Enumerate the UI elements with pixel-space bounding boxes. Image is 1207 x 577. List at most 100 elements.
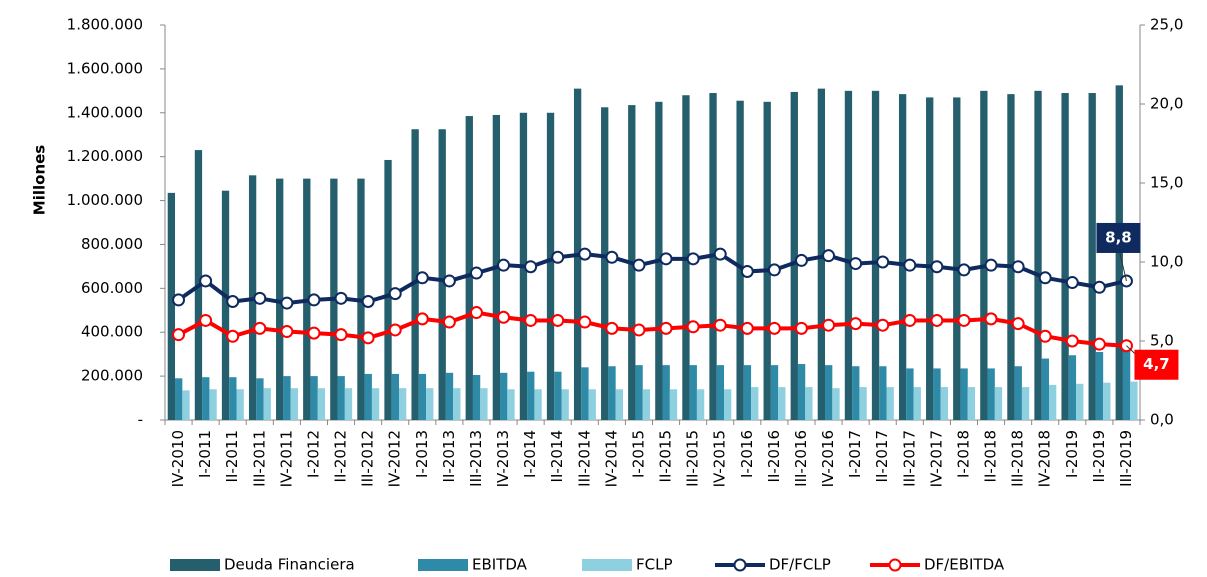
bar	[399, 388, 407, 420]
x-tick-label: IV-2012	[386, 430, 404, 487]
x-tick-label: IV-2013	[494, 430, 512, 487]
x-tick-label: IV-2016	[819, 430, 837, 487]
marker	[578, 247, 592, 261]
bar	[527, 371, 535, 420]
y-axis-title: Millones	[31, 145, 49, 216]
marker	[280, 296, 294, 310]
x-tick-label: IV-2018	[1036, 430, 1054, 487]
bar	[175, 378, 183, 420]
bar	[960, 368, 968, 420]
marker	[822, 318, 836, 332]
x-tick-label: IV-2017	[927, 430, 945, 487]
marker	[686, 320, 700, 334]
bar	[832, 388, 840, 420]
bar	[817, 88, 826, 420]
bar	[1103, 382, 1111, 420]
x-tick-label: III-2017	[900, 430, 918, 487]
bar	[615, 389, 623, 420]
marker	[849, 317, 863, 331]
marker	[578, 315, 592, 329]
marker	[1011, 260, 1025, 274]
y-tick-label: 1.400.000	[67, 103, 143, 121]
bar	[716, 365, 724, 420]
marker	[172, 328, 186, 342]
data-label: 4,7	[1143, 355, 1170, 373]
marker	[794, 321, 808, 335]
x-tick-label: II-2012	[332, 430, 350, 482]
bar	[445, 372, 454, 420]
x-tick-label: II-2015	[657, 430, 675, 482]
x-tick-label: III-2019	[1117, 430, 1135, 487]
bar	[825, 365, 833, 420]
marker	[253, 291, 267, 305]
y-tick-label: 800.000	[81, 235, 143, 253]
legend-label: FCLP	[636, 556, 673, 574]
x-tick-label: I-2016	[738, 430, 756, 478]
bar	[797, 364, 806, 420]
marker	[984, 312, 998, 326]
bar	[953, 97, 961, 421]
marker	[307, 326, 321, 340]
marker	[903, 258, 917, 272]
y2-tick-label: 25,0	[1150, 16, 1183, 34]
marker	[984, 258, 998, 272]
bar	[913, 387, 921, 420]
bar	[635, 365, 643, 420]
bar	[236, 389, 244, 420]
marker	[415, 271, 429, 285]
bar	[310, 376, 318, 420]
marker	[497, 258, 511, 272]
bar	[453, 388, 461, 420]
bar	[844, 90, 853, 420]
data-label: 8,8	[1105, 228, 1132, 246]
bar	[588, 389, 596, 420]
marker	[605, 250, 619, 264]
legend-label: DF/FCLP	[769, 556, 831, 574]
bar	[276, 178, 284, 420]
bar	[987, 368, 995, 420]
x-tick-label: I-2018	[954, 430, 972, 478]
y-tick-label: 1.600.000	[67, 59, 143, 77]
y-tick-label: 600.000	[81, 279, 143, 297]
bar	[1041, 358, 1049, 420]
y2-tick-label: 15,0	[1150, 174, 1183, 192]
bar	[561, 389, 569, 420]
y-tick-label: 1.800.000	[67, 16, 143, 34]
marker	[307, 293, 321, 307]
x-tick-label: I-2017	[846, 430, 864, 478]
bar	[1049, 384, 1057, 420]
bar	[1076, 383, 1084, 420]
bar	[898, 94, 907, 420]
marker	[822, 249, 836, 263]
marker	[903, 313, 917, 327]
y-tick-label: 400.000	[81, 323, 143, 341]
marker	[659, 321, 673, 335]
marker	[740, 321, 754, 335]
x-tick-label: I-2015	[629, 430, 647, 478]
x-tick-label: IV-2010	[169, 430, 187, 487]
y2-tick-label: 5,0	[1150, 332, 1174, 350]
bar	[546, 112, 555, 421]
bar	[167, 192, 176, 420]
bar	[662, 365, 670, 420]
bar	[642, 389, 651, 420]
x-tick-label: I-2014	[521, 430, 539, 478]
bar	[1068, 355, 1077, 420]
x-tick-label: III-2012	[359, 430, 377, 487]
x-tick-label: I-2019	[1063, 430, 1081, 478]
bar	[411, 129, 419, 420]
bar	[344, 388, 353, 420]
bar	[465, 116, 473, 420]
bar	[554, 371, 562, 420]
bar	[391, 373, 399, 420]
bar	[1021, 387, 1030, 420]
bar	[669, 389, 678, 420]
bar	[933, 368, 941, 420]
x-tick-label: II-2019	[1090, 430, 1108, 482]
legend-swatch	[170, 559, 220, 571]
marker	[1092, 280, 1106, 294]
x-tick-label: IV-2014	[602, 430, 620, 487]
marker	[334, 328, 348, 342]
legend-label: EBITDA	[472, 556, 528, 574]
